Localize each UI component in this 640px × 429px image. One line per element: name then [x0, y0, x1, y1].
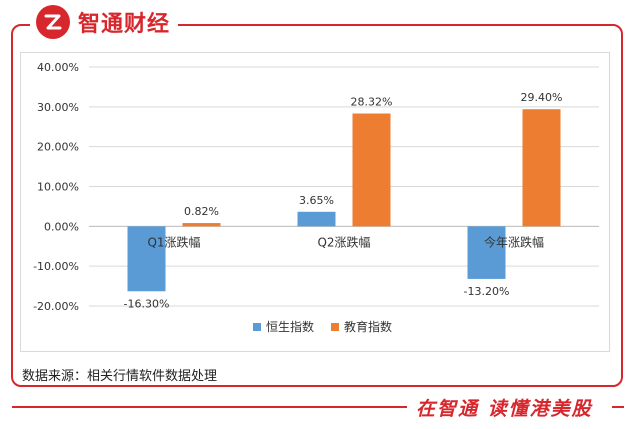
legend-label-1: 恒生指数: [266, 319, 314, 334]
chart-container: 40.00% 30.00% 20.00% 10.00% 0.00% -10.00% -20.…: [20, 52, 610, 352]
y-tick-label: 40.00%: [37, 61, 79, 74]
brand-name: 智通财经: [78, 12, 171, 37]
bar-series2: [182, 223, 221, 227]
footer-divider: [12, 406, 407, 408]
data-label: -13.20%: [464, 285, 510, 298]
category-label: Q2涨跌幅: [317, 234, 370, 249]
y-tick-label: 20.00%: [37, 141, 79, 154]
content-frame: [11, 24, 623, 387]
data-label: 29.40%: [521, 91, 563, 104]
data-label: 3.65%: [299, 194, 334, 207]
data-source-note: 数据来源：相关行情软件数据处理: [22, 369, 218, 384]
category-label: Q1涨跌幅: [147, 234, 200, 249]
bar-series1: [467, 226, 506, 279]
footer-slogan: 在智通 读懂港美股: [408, 389, 601, 425]
bar-series2: [522, 109, 561, 227]
data-label: -16.30%: [124, 297, 170, 310]
bar-series2: [352, 113, 391, 227]
y-tick-label: 0.00%: [44, 220, 79, 233]
category-label: 今年涨跌幅: [484, 234, 544, 249]
data-label: 28.32%: [351, 96, 393, 109]
y-tick-label: 10.00%: [37, 181, 79, 194]
bar-series1: [297, 211, 336, 227]
y-tick-label: 30.00%: [37, 101, 79, 114]
legend-label-2: 教育指数: [344, 319, 392, 334]
legend-swatch-2: [331, 323, 339, 331]
footer-divider-end: [612, 406, 624, 408]
y-tick-label: -20.00%: [33, 300, 79, 313]
y-tick-label: -10.00%: [33, 260, 79, 273]
legend-swatch-1: [253, 323, 261, 331]
data-label: 0.82%: [184, 205, 219, 218]
bar-series1: [127, 226, 166, 292]
brand-logo-icon: [36, 5, 70, 39]
brand-logo: 智通财经: [30, 2, 179, 42]
bar-chart: 40.00% 30.00% 20.00% 10.00% 0.00% -10.00% -20.…: [33, 61, 599, 334]
